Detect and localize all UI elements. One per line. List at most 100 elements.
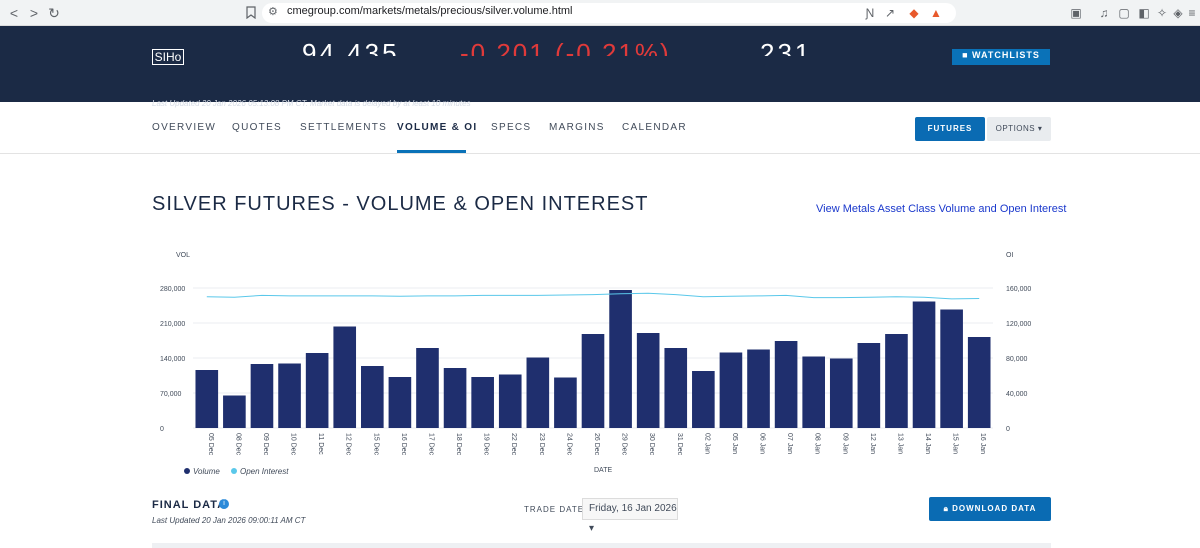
x-tick-label: 06 Jan (759, 433, 766, 454)
x-tick-label: 19 Dec (483, 433, 490, 456)
volume-bar (719, 352, 743, 428)
download-data-button[interactable]: 🔒︎ DOWNLOAD DATA (929, 497, 1051, 521)
x-tick-label: 13 Jan (896, 433, 903, 454)
volume-bar (498, 374, 522, 428)
tab-icon[interactable]: ◧ (1138, 6, 1150, 20)
volume-bar (554, 377, 577, 428)
volume-bar (636, 333, 660, 428)
volume-bar (388, 377, 412, 428)
trade-date-label: TRADE DATE (524, 505, 585, 514)
rewards-icon[interactable]: ▲ (930, 6, 942, 20)
volume-bar (802, 356, 825, 428)
x-tick-label: 16 Jan (979, 433, 986, 454)
volume-bar (443, 368, 467, 428)
trade-date-select[interactable]: Friday, 16 Jan 2026 ▾ (582, 498, 678, 534)
x-tick-label: 09 Dec (262, 433, 269, 456)
address-bar[interactable] (262, 3, 956, 23)
x-tick-label: 12 Dec (345, 433, 352, 456)
volume-bar (774, 341, 798, 428)
x-tick-label: 17 Dec (427, 433, 434, 456)
y-tick-right: 0 (1006, 426, 1010, 433)
volume-bar (747, 349, 770, 428)
x-tick-label: 09 Jan (841, 433, 848, 454)
x-tick-label: 16 Dec (400, 433, 407, 456)
table-header-bar (152, 543, 1051, 548)
info-icon[interactable]: i (219, 499, 229, 509)
volume-bar (857, 343, 881, 428)
legend-marker (184, 468, 190, 474)
back-icon[interactable]: < (9, 5, 19, 21)
tab-calendar[interactable]: CALENDAR (622, 122, 687, 133)
y-tick-right: 40,000 (1006, 391, 1028, 398)
metals-volume-link[interactable]: View Metals Asset Class Volume and Open … (816, 203, 1067, 215)
legend-label: Volume (193, 467, 220, 476)
page-title: SILVER FUTURES - VOLUME & OPEN INTEREST (152, 193, 649, 215)
volume-bar (333, 326, 357, 428)
x-tick-label: 11 Dec (317, 433, 324, 455)
x-tick-label: 22 Dec (510, 433, 517, 456)
panel-icon[interactable]: ▢ (1118, 6, 1130, 20)
x-tick-label: 26 Dec (593, 433, 600, 456)
forward-icon[interactable]: > (29, 5, 39, 21)
reload-icon[interactable]: ↻ (48, 5, 60, 21)
volume-bar (581, 334, 605, 428)
x-tick-label: 30 Dec (648, 433, 655, 456)
x-tick-label: 08 Dec (234, 433, 241, 456)
y-tick-left: 210,000 (160, 321, 185, 328)
sidebar-icon[interactable]: ▣ (1070, 6, 1082, 20)
volume-bar (361, 366, 384, 428)
menu-icon[interactable]: ≡ (1188, 6, 1196, 20)
y-tick-right: 120,000 (1006, 321, 1031, 328)
tab-settlements[interactable]: SETTLEMENTS (300, 122, 388, 133)
volume-bar (692, 371, 715, 428)
x-tick-label: 15 Dec (372, 433, 379, 456)
browser-toolbar: < > ↻ ⚙ cmegroup.com/markets/metals/prec… (0, 0, 1200, 26)
shield-icon[interactable]: ◆ (909, 6, 919, 20)
share-icon[interactable]: ↗ (884, 6, 896, 20)
bookmark-icon[interactable] (246, 6, 256, 19)
volume-bar (278, 363, 301, 428)
final-updated-text: Last Updated 20 Jan 2026 09:00:11 AM CT (152, 516, 306, 525)
wallet-icon[interactable]: ◈ (1173, 6, 1183, 20)
lock-icon: 🔒︎ (943, 504, 953, 513)
x-tick-label: 29 Dec (621, 433, 628, 456)
x-tick-label: 02 Jan (703, 433, 710, 454)
last-updated-text: Last Updated 20 Jan 2026 05:13:08 PM CT.… (152, 99, 471, 108)
extensions-icon[interactable]: ✧ (1156, 6, 1168, 20)
y-axis-right-label: OI (1006, 252, 1013, 259)
volume-bar (940, 309, 963, 428)
tab-quotes[interactable]: QUOTES (232, 122, 283, 133)
volume-bar (912, 301, 936, 428)
legend-marker (231, 468, 237, 474)
music-icon[interactable]: ♫ (1099, 6, 1109, 20)
y-tick-left: 280,000 (160, 286, 185, 293)
product-tabs: OVERVIEW QUOTES SETTLEMENTS VOLUME & OI … (0, 102, 1200, 154)
options-button[interactable]: OPTIONS ▾ (987, 117, 1051, 141)
x-tick-label: 05 Jan (731, 433, 738, 454)
final-data-title: FINAL DATA (152, 499, 227, 511)
url-text[interactable]: cmegroup.com/markets/metals/precious/sil… (287, 5, 573, 17)
futures-button[interactable]: FUTURES (915, 117, 985, 141)
volume-bar (305, 353, 329, 428)
volume-bar (664, 348, 688, 428)
translate-icon[interactable]: Ɲ (865, 6, 875, 20)
volume-bar (416, 348, 439, 428)
y-tick-right: 160,000 (1006, 286, 1031, 293)
symbol-box: SIHo (152, 49, 184, 65)
volume-bar (195, 370, 219, 428)
tab-specs[interactable]: SPECS (491, 122, 532, 133)
x-tick-label: 12 Jan (869, 433, 876, 454)
site-info-icon[interactable]: ⚙ (268, 6, 278, 18)
volume-bar (250, 364, 274, 428)
active-tab-indicator (397, 150, 466, 153)
x-axis-label: DATE (594, 467, 612, 474)
x-tick-label: 14 Jan (924, 433, 931, 454)
watchlists-button[interactable]: ■ WATCHLISTS (952, 49, 1050, 65)
watchlists-label: WATCHLISTS (972, 50, 1040, 60)
tab-volume-oi[interactable]: VOLUME & OI (397, 122, 478, 133)
tab-overview[interactable]: OVERVIEW (152, 122, 217, 133)
download-label: DOWNLOAD DATA (952, 504, 1037, 513)
y-axis-left-label: VOL (176, 252, 190, 259)
tab-margins[interactable]: MARGINS (549, 122, 605, 133)
volume-bar (829, 358, 853, 428)
